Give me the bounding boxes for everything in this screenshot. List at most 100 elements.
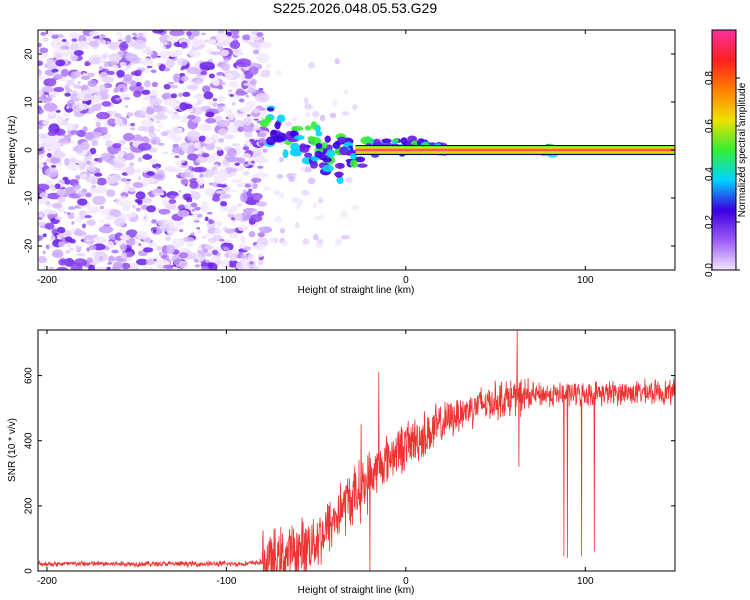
spectrogram-blob: [113, 112, 122, 118]
spectrogram-blob: [167, 81, 175, 85]
spectrogram-blob: [208, 101, 213, 106]
spectrogram-blob: [252, 49, 260, 55]
spectrogram-blob: [196, 227, 201, 230]
spectrogram-blob: [204, 244, 213, 251]
spectrogram-blob: [96, 103, 102, 107]
spectrogram-blob: [125, 256, 133, 261]
spectrogram-blob: [130, 80, 137, 87]
spectrogram-blob: [132, 36, 137, 40]
spectrogram-blob: [116, 69, 125, 78]
spectrogram-blob: [163, 83, 171, 90]
spectrogram-blob: [149, 97, 163, 106]
spectrogram-blob: [142, 126, 151, 132]
spectrogram-blob: [52, 249, 64, 259]
spectrogram-blob: [226, 156, 239, 163]
spectrogram-blob: [46, 152, 52, 158]
spectrogram-blob: [152, 30, 165, 34]
colorbar-gradient: [712, 30, 736, 270]
spectrogram-blob: [339, 146, 349, 156]
spectrogram-blob: [245, 95, 249, 98]
spectrogram-blob: [107, 41, 120, 50]
spectrogram-blob: [199, 61, 215, 71]
spectrogram-blob: [205, 111, 215, 118]
spectrogram-blob: [205, 259, 210, 264]
spectrogram-blob: [123, 147, 130, 151]
spectrogram-blob: [174, 155, 180, 159]
spectrogram-blob: [246, 88, 257, 94]
spectrogram-blob: [222, 134, 235, 140]
spectrogram-blob: [146, 107, 155, 115]
spectrogram-blob: [179, 171, 191, 178]
spectrogram-blob: [155, 120, 161, 124]
spectrogram-blob: [74, 184, 82, 190]
spectrogram-blob: [188, 144, 197, 153]
spectrogram-blob: [275, 70, 283, 76]
spectrogram-blob: [352, 103, 358, 111]
spectrogram-blob: [324, 135, 331, 143]
spectrogram-blob: [70, 262, 83, 270]
spectrogram-blob: [88, 175, 99, 185]
spectrogram-blob: [193, 218, 199, 222]
spectrogram-blob: [216, 119, 231, 128]
spectrogram-blob: [351, 204, 359, 211]
spectrogram-blob: [220, 193, 232, 200]
spectrogram-blob: [136, 230, 149, 240]
spectrogram-blob: [106, 40, 110, 44]
spectrogram-blob: [231, 189, 237, 193]
spectrogram-blob: [42, 250, 46, 255]
spectrogram-blob: [128, 187, 136, 193]
spectrogram-blob: [255, 201, 268, 207]
snr-frame: [37, 329, 676, 572]
spectrogram-blob: [107, 118, 118, 127]
y-tick-label: -10: [24, 190, 35, 205]
spectrogram-blob: [204, 233, 211, 237]
y-tick-label: 400: [24, 432, 35, 449]
spectrogram-blob: [129, 211, 137, 218]
spectrogram-blob: [243, 82, 251, 87]
spectrogram-blob: [194, 141, 201, 149]
spectrogram-blob: [168, 199, 177, 204]
spectrogram-blob: [62, 119, 68, 124]
spectrogram-blob: [220, 201, 228, 207]
spectrogram-blob: [236, 112, 240, 116]
spectrogram-blob: [76, 252, 86, 257]
spectrogram-blob: [332, 142, 341, 150]
spectrogram-blob: [166, 36, 172, 42]
spectrogram-blob: [314, 150, 322, 158]
spectrogram-blob: [146, 171, 156, 176]
spectrogram-blob: [177, 209, 190, 218]
spectrogram-blob: [97, 157, 103, 163]
spectrogram-x-label: Height of straight line (km): [298, 285, 415, 296]
spectrogram-blob: [238, 98, 245, 103]
spectrogram-blob: [38, 108, 44, 114]
spectrogram-blob: [256, 53, 270, 64]
spectrogram-blob: [205, 117, 217, 124]
spectrogram-blob: [147, 191, 151, 195]
spectrogram-blob: [253, 193, 263, 201]
spectrogram-blob: [38, 68, 42, 76]
spectrogram-blob: [112, 156, 126, 164]
spectrogram-blob: [137, 143, 152, 151]
spectrogram-blob: [59, 45, 67, 51]
spectrogram-blob: [239, 235, 246, 242]
spectrogram-blob: [216, 149, 224, 157]
spectrogram-blob: [85, 239, 91, 242]
spectrogram-blob: [141, 114, 145, 118]
spectrogram-blob: [225, 228, 235, 234]
spectrogram-blob: [228, 252, 238, 262]
colorbar-tick-label: 0.6: [704, 119, 715, 133]
spectrogram-blob: [146, 51, 154, 56]
spectrogram-blob: [257, 252, 264, 258]
spectrogram-blob: [234, 162, 240, 166]
spectrogram-blob: [253, 118, 259, 121]
spectrogram-blob: [231, 249, 236, 254]
spectrogram-blob: [187, 108, 194, 113]
spectrogram-blob: [216, 183, 223, 188]
spectrogram-blob: [226, 147, 237, 157]
spectrogram-blob: [169, 30, 185, 37]
spectrogram-blob: [178, 260, 189, 269]
spectrogram-blob: [53, 87, 65, 93]
spectrogram-blob: [78, 162, 87, 170]
spectrogram-blob: [205, 252, 212, 257]
spectrogram-blob: [158, 208, 171, 215]
